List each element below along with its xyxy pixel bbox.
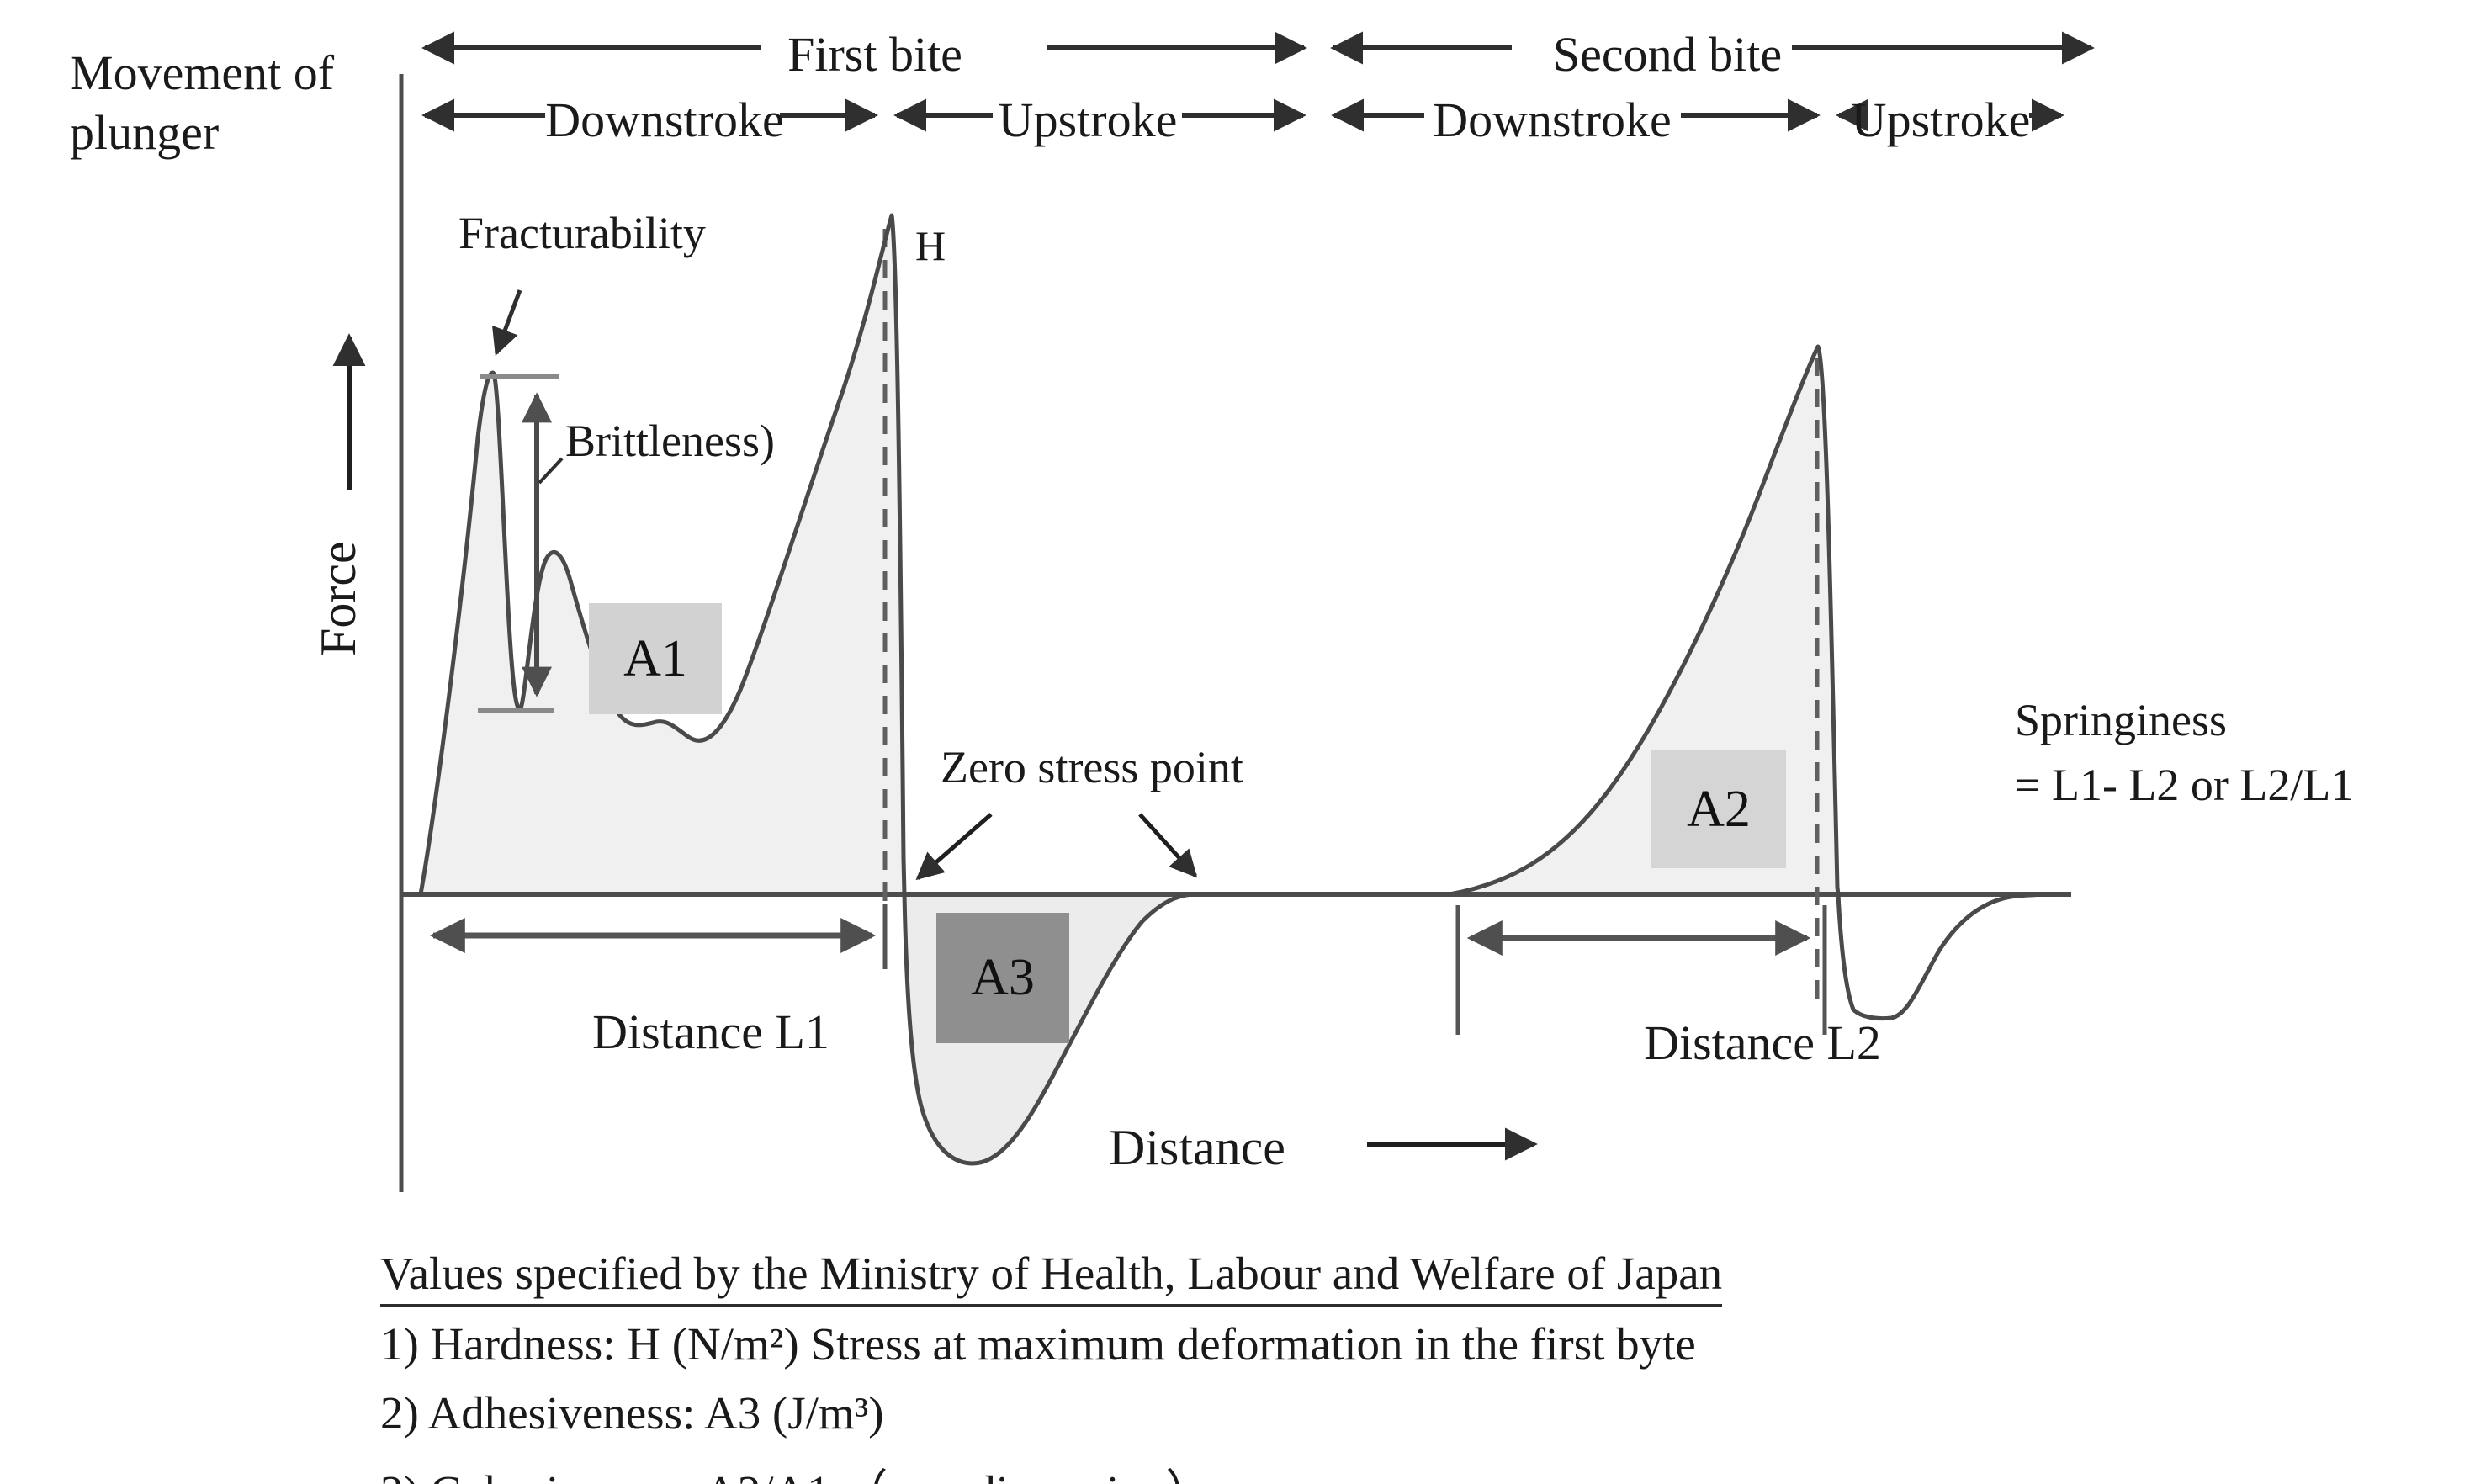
downstroke-2-label: Downstroke	[1433, 93, 1672, 147]
springiness-line1: Springiness	[2015, 695, 2228, 745]
distance-l1-label: Distance L1	[592, 1004, 829, 1059]
zero-stress-point-label: Zero stress point	[941, 742, 1243, 792]
footnote-title-text: Values specified by the Ministry of Heal…	[380, 1248, 1723, 1307]
first-bite-label: First bite	[787, 27, 962, 82]
movement-of-plunger-label: Movement of plunger	[70, 45, 335, 160]
upstroke-2-label: Upstroke	[1851, 93, 2031, 147]
zero-stress-left-arrow	[915, 813, 993, 881]
area-a2-label: A2	[1687, 780, 1751, 838]
fracturability-label: Fracturability	[458, 208, 706, 258]
upstroke-1-label: Upstroke	[998, 93, 1178, 147]
footnote-adhesiveness: 2) Adhesiveness: A3 (J/m³)	[380, 1387, 884, 1439]
downstroke-1-label: Downstroke	[545, 93, 784, 147]
distance-l2-label: Distance L2	[1644, 1015, 1881, 1070]
area-a1-fill	[421, 215, 904, 894]
fracturability-arrow	[492, 289, 522, 357]
footnote-cohesiveness: 3) Cohesiveness: A2/A1 （non-dimension）	[380, 1454, 1211, 1484]
brittleness-label: Brittleness)	[565, 416, 775, 466]
brittleness-leader-line	[538, 457, 564, 485]
force-axis-label: Force	[310, 541, 366, 656]
hardness-peak-label: H	[915, 222, 946, 269]
springiness-line2: = L1- L2 or L2/L1	[2015, 759, 2354, 810]
zero-stress-right-arrow	[1138, 813, 1198, 878]
area-a3-box: A3	[936, 913, 1069, 1043]
footnote-hardness: 1) Hardness: H (N/m²) Stress at maximum …	[380, 1318, 1696, 1370]
area-a1-label: A1	[623, 629, 687, 687]
footnote-title: Values specified by the Ministry of Heal…	[380, 1247, 1723, 1307]
area-a1-box: A1	[589, 603, 722, 714]
distance-axis-label: Distance	[1109, 1120, 1285, 1175]
springiness-label: Springiness = L1- L2 or L2/L1	[2015, 688, 2353, 817]
area-a3-label: A3	[971, 949, 1035, 1006]
second-bite-label: Second bite	[1552, 27, 1783, 82]
area-a2-box: A2	[1651, 750, 1786, 868]
force-distance-curve	[418, 213, 2070, 1166]
